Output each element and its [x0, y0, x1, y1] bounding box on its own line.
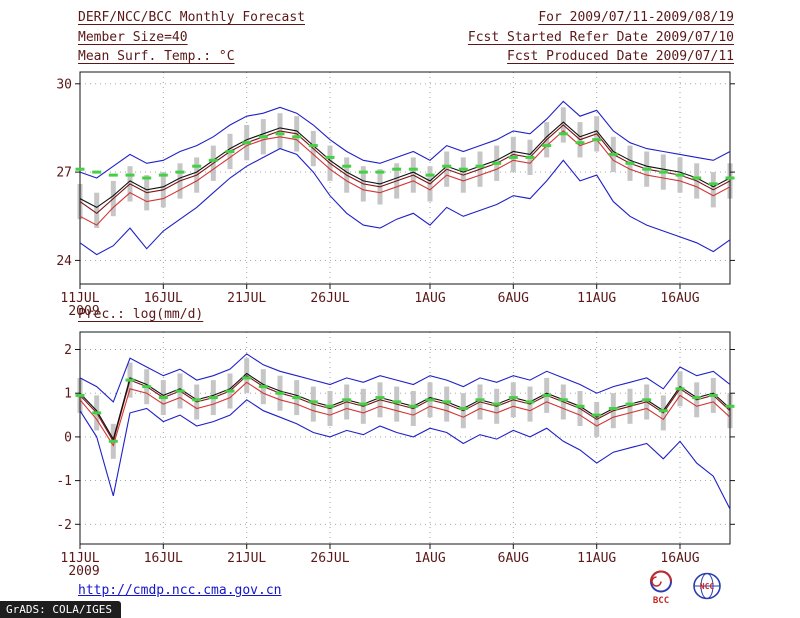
ncc-logo-label: NCC: [700, 582, 715, 591]
year-label: 2009: [68, 564, 99, 577]
header-right: For 2009/07/11-2009/08/19 Fcst Started R…: [468, 8, 734, 67]
header-left: DERF/NCC/BCC Monthly Forecast Member Siz…: [78, 8, 305, 67]
bcc-logo-icon: BCC: [650, 570, 672, 605]
ensemble-min: [79, 148, 731, 256]
ensemble-mean: [79, 372, 731, 441]
x-tick-label: 6AUG: [498, 291, 529, 306]
x-tick-label: 16JUL: [144, 291, 183, 306]
y-tick-label: 27: [56, 166, 72, 181]
ensemble-mean: [79, 121, 731, 209]
plot-frame: [79, 331, 731, 545]
x-tick-label: 16AUG: [660, 551, 699, 566]
ensemble-max: [79, 353, 731, 403]
observation-dash: [75, 132, 735, 186]
x-tick-label: 11AUG: [577, 291, 616, 306]
x-tick-label: 11JUL: [60, 551, 99, 566]
x-tick-label: 1AUG: [414, 291, 445, 306]
precipitation-chart: -2 -1 0 1 2 11JUL 16JUL 21JUL 26JUL 1AUG 6AUG 11AUG…: [56, 331, 735, 577]
produced-date-label: Fcst Produced Date 2009/07/11: [507, 49, 734, 64]
y-tick-label: 2: [64, 343, 72, 358]
temperature-chart: 24 27 30 11JUL 16JUL 21JUL 26JUL 1AUG 6AUG 11AUG 1…: [56, 71, 735, 317]
y-tick-label: -2: [56, 518, 72, 533]
x-tick-label: 21JUL: [227, 551, 266, 566]
ncc-logo-icon: NCC: [693, 572, 721, 600]
axis-labels: 24 27 30 11JUL 16JUL 21JUL 26JUL 1AUG 6AUG 11AUG 1…: [56, 77, 735, 317]
control-run: [79, 381, 731, 447]
y-tick-label: -1: [56, 474, 72, 489]
year-label: 2009: [68, 304, 99, 317]
ensemble-median: [79, 124, 731, 214]
x-tick-label: 1AUG: [414, 551, 445, 566]
x-tick-label: 26JUL: [310, 291, 349, 306]
forecast-range-label: For 2009/07/11-2009/08/19: [538, 10, 734, 25]
bcc-logo-label: BCC: [653, 596, 669, 605]
ensemble-min: [79, 399, 731, 510]
x-tick-label: 16AUG: [660, 291, 699, 306]
precip-panel-label: Prec.: log(mm/d): [78, 307, 204, 322]
x-tick-label: 11AUG: [577, 551, 616, 566]
ensemble-median: [79, 375, 731, 443]
y-tick-label: 0: [64, 430, 72, 445]
grads-credit: GrADS: COLA/IGES: [0, 601, 121, 618]
y-tick-label: 30: [56, 77, 72, 92]
page-title: DERF/NCC/BCC Monthly Forecast: [78, 10, 305, 25]
y-tick-label: 1: [64, 387, 72, 402]
website-link[interactable]: http://cmdp.ncc.cma.gov.cn: [78, 583, 282, 598]
control-run: [79, 130, 731, 226]
refer-date-label: Fcst Started Refer Date 2009/07/10: [467, 29, 734, 45]
x-tick-label: 16JUL: [144, 551, 183, 566]
axis-labels: -2 -1 0 1 2 11JUL 16JUL 21JUL 26JUL 1AUG 6AUG 11AUG…: [56, 343, 735, 577]
observation-dash: [75, 376, 735, 443]
y-tick-label: 24: [56, 254, 72, 269]
x-tick-label: 21JUL: [227, 291, 266, 306]
ensemble-spread-bar: [77, 107, 733, 228]
ensemble-spread-bar: [77, 358, 733, 459]
member-size-label: Member Size=40: [78, 29, 188, 45]
temp-panel-label: Mean Surf. Temp.: °C: [78, 49, 235, 64]
grid: [79, 332, 730, 544]
ensemble-max: [79, 100, 731, 179]
x-tick-label: 11JUL: [60, 291, 99, 306]
x-tick-label: 6AUG: [498, 551, 529, 566]
x-tick-label: 26JUL: [310, 551, 349, 566]
